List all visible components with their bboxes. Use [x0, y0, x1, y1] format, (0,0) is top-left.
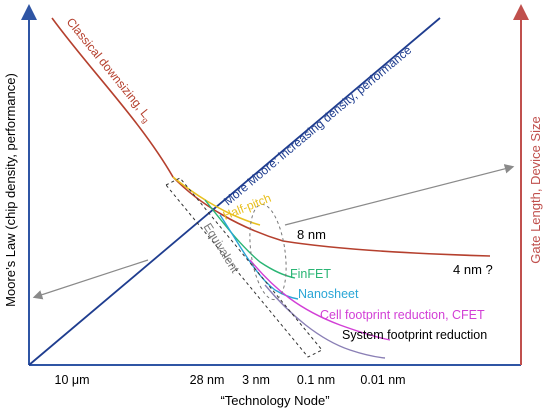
right-axis-label: Gate Length, Device Size	[528, 116, 543, 263]
more-moore-label: More Moore: increasing density, performa…	[221, 43, 415, 209]
tick-28nm: 28 nm	[190, 373, 225, 387]
x-axis-label: “Technology Node”	[220, 393, 329, 408]
finfet-label: FinFET	[290, 267, 331, 281]
tick-10um: 10 μm	[55, 373, 90, 387]
system-footprint-curve	[264, 284, 386, 359]
gray-arrow-left	[32, 259, 149, 300]
classical-label: Classical downsizing, Lg	[62, 15, 155, 125]
nanosheet-label: Nanosheet	[298, 287, 359, 301]
more-moore-line	[28, 17, 441, 366]
cfet-curve	[249, 259, 391, 341]
cfet-label: Cell footprint reduction, CFET	[320, 308, 485, 322]
equivalent-label: Equivalent	[201, 220, 243, 276]
classical-downsizing-curve	[51, 17, 491, 257]
gray-arrow-right	[284, 164, 515, 226]
node-4nm-label: 4 nm ?	[453, 262, 493, 277]
node-8nm-label: 8 nm	[297, 227, 326, 242]
nanosheet-curve	[219, 214, 299, 300]
tick-0-1nm: 0.1 nm	[297, 373, 335, 387]
dashed-ellipse	[249, 203, 287, 301]
system-label: System footprint reduction	[342, 328, 487, 342]
half-pitch-curve	[172, 176, 261, 226]
tick-0-01nm: 0.01 nm	[360, 373, 405, 387]
left-axis-label: Moore’s Law (chip density, performance)	[3, 73, 18, 307]
tick-3nm: 3 nm	[242, 373, 270, 387]
finfet-curve	[204, 199, 296, 279]
